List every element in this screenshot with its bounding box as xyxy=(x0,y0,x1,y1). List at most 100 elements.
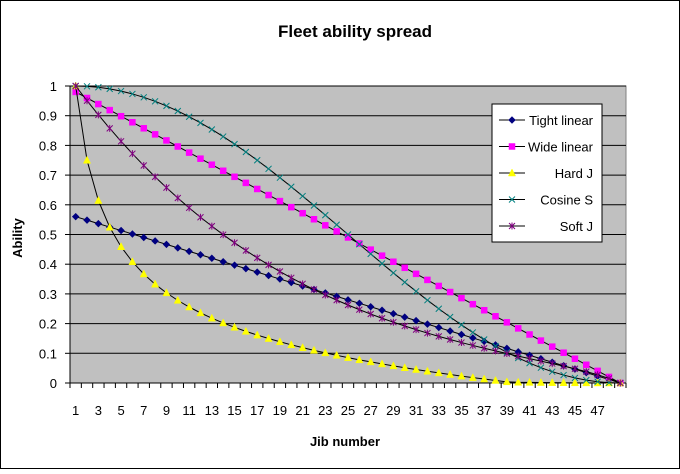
y-tick-label: 0.6 xyxy=(39,198,57,213)
data-point-soft-j xyxy=(435,332,443,340)
data-point-cosine-s xyxy=(492,342,499,350)
data-point-cosine-s xyxy=(219,133,227,140)
data-point-soft-j xyxy=(333,296,341,304)
data-point-cosine-s xyxy=(185,113,193,121)
data-point-wide-linear xyxy=(424,276,431,284)
data-point-wide-linear xyxy=(583,361,590,369)
data-point-wide-linear xyxy=(401,264,408,272)
data-point-soft-j xyxy=(367,310,375,318)
data-point-cosine-s xyxy=(129,90,136,98)
data-point-wide-linear xyxy=(537,337,545,344)
data-point-wide-linear xyxy=(174,143,182,150)
data-point-hard-j xyxy=(173,295,182,304)
x-tick-label: 27 xyxy=(363,403,377,418)
data-point-cosine-s xyxy=(140,93,148,101)
data-point-tight-linear xyxy=(276,275,284,283)
data-point-tight-linear xyxy=(208,254,216,262)
data-point-hard-j xyxy=(332,350,341,359)
data-point-tight-linear xyxy=(174,244,182,252)
data-point-cosine-s xyxy=(378,260,386,267)
data-point-cosine-s xyxy=(480,336,488,343)
data-point-hard-j xyxy=(321,348,330,357)
data-point-soft-j xyxy=(265,261,272,269)
data-point-hard-j xyxy=(275,337,284,346)
data-point-wide-linear xyxy=(503,319,511,326)
data-point-tight-linear xyxy=(94,219,103,228)
data-point-tight-linear xyxy=(230,261,239,269)
data-point-wide-linear xyxy=(390,258,397,265)
data-point-cosine-s xyxy=(446,313,454,321)
data-point-cosine-s xyxy=(265,165,272,173)
data-point-wide-linear xyxy=(480,306,488,314)
data-point-soft-j xyxy=(469,341,477,349)
data-point-soft-j xyxy=(72,82,80,90)
x-tick-label: 23 xyxy=(318,403,332,418)
x-tick-label: 33 xyxy=(432,403,446,418)
data-point-hard-j xyxy=(400,363,409,371)
data-point-soft-j xyxy=(560,362,567,370)
data-point-hard-j xyxy=(162,288,171,297)
data-point-cosine-s xyxy=(582,376,590,384)
data-point-hard-j xyxy=(502,377,511,386)
data-point-soft-j xyxy=(321,291,329,299)
data-point-soft-j xyxy=(117,137,125,145)
data-point-tight-linear xyxy=(469,334,477,342)
x-tick-label: 35 xyxy=(454,403,468,418)
y-tick-label: 0.7 xyxy=(39,168,57,183)
data-point-hard-j xyxy=(241,326,250,335)
data-point-cosine-s xyxy=(321,211,329,219)
legend-marker-soft-j xyxy=(508,222,516,230)
y-tick-label: 0 xyxy=(50,376,57,391)
x-tick-label: 17 xyxy=(250,403,264,418)
x-tick-label: 39 xyxy=(500,403,514,418)
data-point-tight-linear xyxy=(264,271,273,280)
data-point-soft-j xyxy=(185,204,193,212)
data-point-tight-linear xyxy=(196,251,205,259)
data-point-cosine-s xyxy=(117,87,125,95)
data-point-soft-j xyxy=(390,318,397,326)
data-point-cosine-s xyxy=(344,231,352,238)
data-point-tight-linear xyxy=(457,330,466,339)
x-tick-label: 41 xyxy=(522,403,536,418)
y-tick-label: 0.5 xyxy=(39,228,57,243)
data-point-hard-j xyxy=(389,361,398,370)
x-tick-label: 1 xyxy=(72,403,79,418)
data-point-cosine-s xyxy=(253,156,261,164)
data-point-wide-linear xyxy=(344,234,352,241)
data-point-hard-j xyxy=(139,269,148,278)
data-point-wide-linear xyxy=(571,355,579,362)
legend-label-wide-linear: Wide linear xyxy=(528,140,594,155)
data-point-hard-j xyxy=(491,375,500,384)
x-tick-label: 47 xyxy=(590,403,604,418)
data-point-tight-linear xyxy=(389,309,398,318)
data-point-wide-linear xyxy=(288,203,295,211)
data-point-cosine-s xyxy=(367,250,375,258)
y-tick-label: 0.4 xyxy=(39,257,57,272)
data-point-hard-j xyxy=(264,333,273,342)
data-point-soft-j xyxy=(378,314,386,322)
data-point-soft-j xyxy=(287,274,295,282)
data-point-cosine-s xyxy=(174,107,182,115)
x-tick-label: 7 xyxy=(140,403,147,418)
data-point-hard-j xyxy=(468,373,477,381)
data-point-cosine-s xyxy=(106,85,114,93)
data-point-wide-linear xyxy=(310,216,318,223)
data-point-hard-j xyxy=(151,279,160,288)
data-point-cosine-s xyxy=(333,221,341,229)
data-point-wide-linear xyxy=(560,349,567,356)
data-point-tight-linear xyxy=(378,306,386,314)
legend-label-tight-linear: Tight linear xyxy=(529,113,593,128)
data-point-wide-linear xyxy=(95,100,102,108)
data-point-soft-j xyxy=(106,124,114,132)
data-point-wide-linear xyxy=(492,313,499,320)
data-point-soft-j xyxy=(276,268,284,276)
y-tick-label: 0.1 xyxy=(39,346,57,361)
data-point-cosine-s xyxy=(548,368,556,376)
data-point-soft-j xyxy=(582,368,590,376)
data-point-hard-j xyxy=(117,242,126,250)
data-point-tight-linear xyxy=(242,264,250,273)
data-point-cosine-s xyxy=(560,371,567,379)
data-point-soft-j xyxy=(355,306,363,314)
data-point-hard-j xyxy=(446,369,455,378)
